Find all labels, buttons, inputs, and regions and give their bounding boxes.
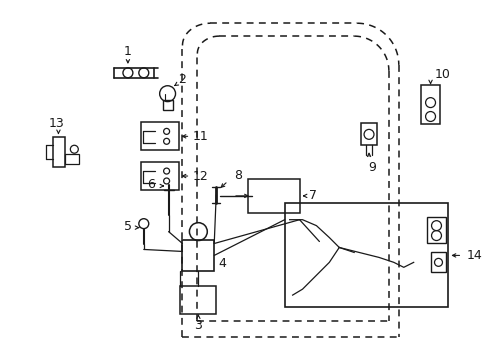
Text: 4: 4 [218, 257, 225, 270]
Text: 12: 12 [192, 170, 208, 183]
Bar [182, 239, 214, 271]
Bar [247, 179, 299, 213]
Bar [360, 123, 376, 145]
Bar [420, 85, 440, 125]
Text: 14: 14 [466, 249, 481, 262]
Text: 1: 1 [124, 45, 132, 58]
Bar [284, 203, 447, 307]
Bar [163, 100, 172, 109]
Text: 2: 2 [178, 73, 186, 86]
Bar [141, 122, 178, 150]
Bar [65, 154, 79, 164]
Text: 8: 8 [234, 168, 242, 181]
Text: 10: 10 [434, 68, 449, 81]
Text: 3: 3 [194, 319, 202, 332]
Text: 6: 6 [146, 179, 154, 192]
Text: 13: 13 [48, 117, 64, 130]
Bar [180, 286, 216, 314]
Bar [141, 162, 178, 190]
Text: 7: 7 [309, 189, 317, 202]
Bar [426, 217, 446, 243]
Text: 9: 9 [367, 161, 375, 174]
Bar [429, 252, 446, 272]
Text: 11: 11 [192, 130, 208, 143]
Bar [53, 137, 65, 167]
Text: 5: 5 [123, 220, 132, 233]
